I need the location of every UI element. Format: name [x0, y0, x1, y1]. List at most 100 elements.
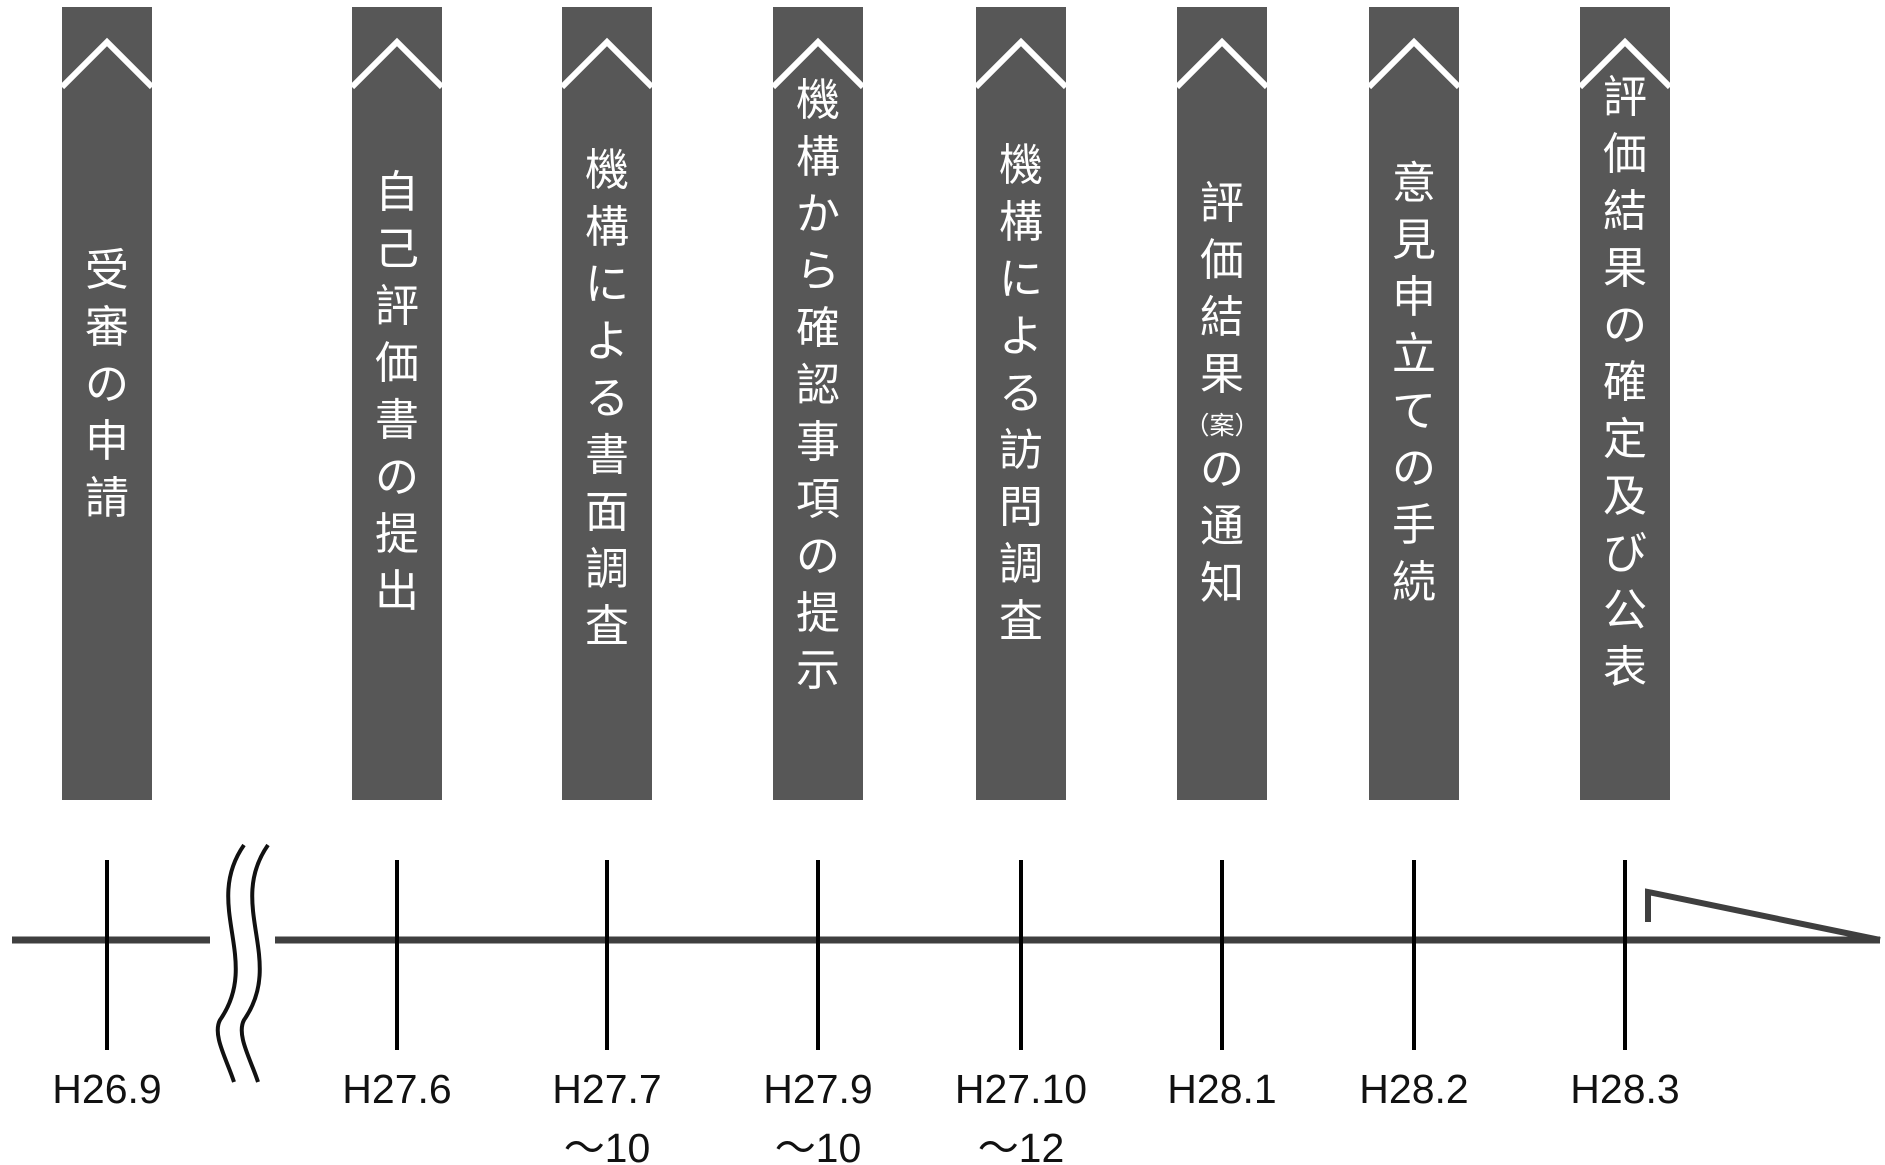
step-label-char: 確	[796, 303, 840, 354]
step-label-char: 価	[375, 338, 419, 389]
step-label-char: 結	[1603, 186, 1647, 237]
step-label-char: 受	[85, 245, 129, 296]
step-label-char: て	[1392, 386, 1436, 437]
chevron-up-icon	[973, 37, 1069, 90]
chevron-up-icon	[559, 37, 655, 90]
step-label-char: 手	[1392, 500, 1436, 551]
step-label-char: 申	[1392, 272, 1436, 323]
step-label-char: 評	[375, 281, 419, 332]
step-label-char: に	[585, 259, 629, 310]
step-label-char: 定	[1603, 414, 1647, 465]
arrow-head-icon	[1645, 888, 1881, 943]
step-label-char: 己	[375, 224, 419, 275]
step-label-char: 機	[999, 140, 1043, 191]
banner-rect	[976, 7, 1066, 800]
step-label-char: る	[585, 373, 629, 424]
step-banners: 受審の申請自己評価書の提出機構による書面調査機構から確認事項の提示機構による訪問…	[59, 7, 1673, 800]
step-label-char: の	[1200, 444, 1244, 495]
step-label-char: 認	[796, 360, 840, 411]
banner-rect	[1369, 7, 1459, 800]
date-label: 〜12	[978, 1125, 1065, 1165]
timeline-axis	[12, 843, 1881, 1083]
step-label-char: 構	[999, 197, 1043, 248]
step-label-char: 機	[796, 75, 840, 126]
date-label: H27.6	[342, 1066, 451, 1112]
chevron-up-icon	[349, 37, 445, 90]
step-label-char: び	[1603, 528, 1647, 579]
step-label-char: 示	[796, 645, 840, 696]
step-label-char: 項	[796, 474, 840, 525]
step-label-char: に	[999, 254, 1043, 305]
step-label-char: 訪	[999, 425, 1043, 476]
step-label-char: 確	[1603, 357, 1647, 408]
date-label: H28.2	[1359, 1066, 1468, 1112]
step-label-char: 請	[85, 473, 129, 524]
step-label-char: 立	[1392, 329, 1436, 380]
date-label: H27.10	[955, 1066, 1087, 1112]
step-label-char: 表	[1603, 642, 1647, 693]
banner-rect	[352, 7, 442, 800]
step-label-char: る	[999, 368, 1043, 419]
date-label: 〜10	[564, 1125, 651, 1165]
step-label-char: 評	[1200, 178, 1244, 229]
step-label-char: ら	[796, 246, 840, 297]
banner-rect	[1177, 7, 1267, 800]
chevron-up-icon	[770, 37, 866, 90]
date-label: 〜10	[775, 1125, 862, 1165]
date-label: H28.1	[1167, 1066, 1276, 1112]
step-label-char: 調	[999, 539, 1043, 590]
step-label-char: 通	[1200, 501, 1244, 552]
step-label-char: 評	[1603, 72, 1647, 123]
step-label-char: 申	[85, 416, 129, 467]
axis-break-icon	[215, 843, 270, 1083]
step-label-char: か	[796, 189, 840, 240]
step-label-char: 意	[1392, 158, 1436, 209]
step-label-char: 果	[1200, 349, 1244, 400]
step-label-char: 価	[1200, 235, 1244, 286]
step-label-char: 構	[585, 202, 629, 253]
step-label-char: 査	[999, 596, 1043, 647]
step-label-char: 公	[1603, 585, 1647, 636]
date-label: H27.9	[763, 1066, 872, 1112]
step-label-char: よ	[585, 316, 629, 367]
timeline-ticks	[105, 860, 1627, 1050]
step-label-char: 続	[1392, 557, 1436, 608]
step-label-char: の	[375, 452, 419, 503]
chevron-up-icon	[1174, 37, 1270, 90]
date-label: H27.7	[552, 1066, 661, 1112]
chevron-up-icon	[1366, 37, 1462, 90]
step-label-char: 問	[999, 482, 1043, 533]
banner-rect	[1580, 7, 1670, 800]
step-label-char: の	[1392, 443, 1436, 494]
step-label-char: 結	[1200, 292, 1244, 343]
step-label-char: 見	[1392, 215, 1436, 266]
step-label-char: 調	[585, 544, 629, 595]
chevron-up-icon	[59, 37, 155, 90]
step-label-char: 審	[85, 302, 129, 353]
chevron-up-icon	[1577, 37, 1673, 90]
step-label-char: 知	[1200, 558, 1244, 609]
step-label-char: 自	[375, 167, 419, 218]
date-labels: H26.9 H27.6 H27.7 〜10 H27.9 〜10 H27.10 〜12 H28.1…	[52, 1066, 1679, 1165]
step-label-char: 機	[585, 145, 629, 196]
date-label: H28.3	[1570, 1066, 1679, 1112]
banner-rect	[562, 7, 652, 800]
step-label-char: 出	[375, 566, 419, 617]
step-label-char: （案）	[1184, 411, 1259, 440]
step-label-char: 価	[1603, 129, 1647, 180]
step-label-char: 面	[585, 487, 629, 538]
step-label-char: 提	[796, 588, 840, 639]
step-label-char: 提	[375, 509, 419, 560]
step-label-char: 事	[796, 417, 840, 468]
banner-rect	[62, 7, 152, 800]
step-label-char: 及	[1603, 471, 1647, 522]
